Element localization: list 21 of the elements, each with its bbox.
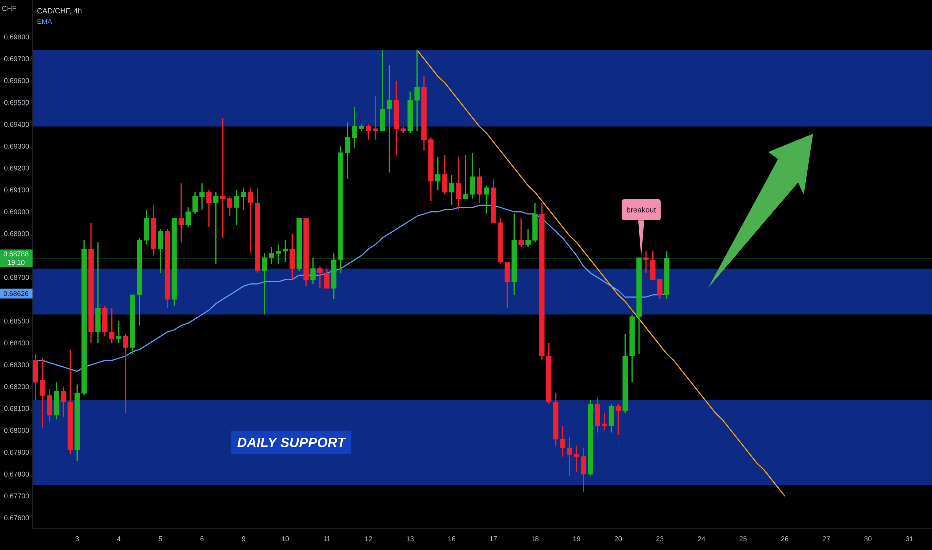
candlestick xyxy=(456,156,462,210)
candlestick xyxy=(518,218,524,248)
candlestick xyxy=(290,233,296,280)
candlestick xyxy=(436,156,441,191)
candlestick xyxy=(484,185,490,215)
band-label: DAILY SUPPORT xyxy=(238,438,347,448)
candlestick xyxy=(60,386,66,418)
candlestick xyxy=(449,174,455,206)
candlestick xyxy=(214,192,219,266)
candlestick xyxy=(608,404,614,434)
candlestick xyxy=(178,183,184,244)
candlestick xyxy=(123,334,129,414)
candlestick xyxy=(116,320,122,344)
candlestick xyxy=(282,240,288,263)
candlestick xyxy=(442,154,448,196)
candlestick xyxy=(477,168,482,204)
candlestick xyxy=(206,190,212,228)
candlestick xyxy=(310,257,316,285)
candlestick xyxy=(158,228,164,274)
candlestick xyxy=(504,262,510,309)
candlestick xyxy=(616,404,622,436)
